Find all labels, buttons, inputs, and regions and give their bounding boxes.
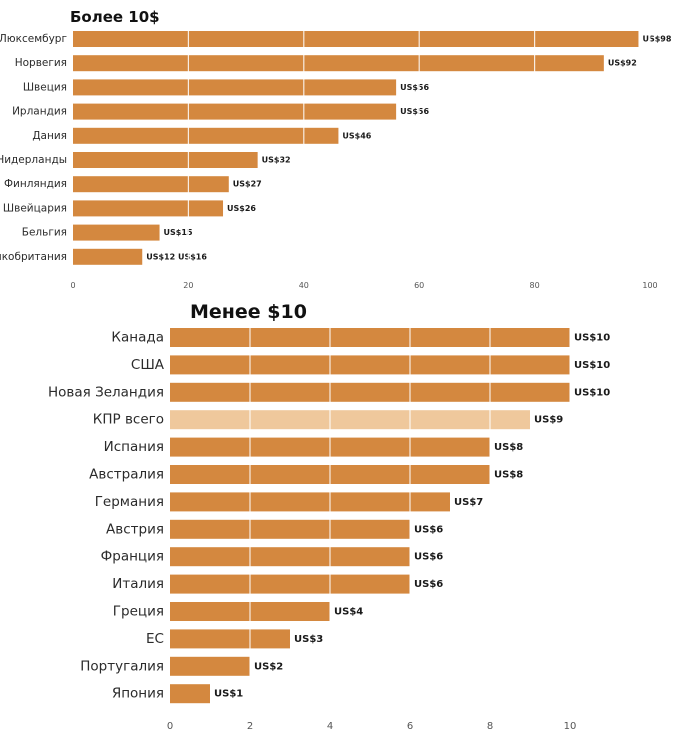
- bar-2: [170, 355, 570, 375]
- bar-2: [73, 55, 604, 72]
- bar-7: [73, 176, 229, 193]
- category-label: Франция: [101, 549, 164, 565]
- value-label: US$10: [574, 333, 610, 344]
- category-label: Люксембург: [0, 33, 67, 45]
- value-label: US$7: [454, 497, 483, 508]
- value-label: US$56: [400, 83, 429, 92]
- x-tick-label: 6: [407, 721, 413, 732]
- bar-3: [170, 382, 570, 402]
- bar-8: [170, 519, 410, 539]
- bar-12: [170, 629, 290, 649]
- value-label: US$46: [342, 131, 371, 140]
- chart-title: Более 10$: [70, 8, 160, 26]
- x-tick-label: 2: [247, 721, 253, 732]
- category-label: КПР всего: [93, 412, 164, 428]
- category-label: Япония: [112, 686, 164, 702]
- value-label: US$3: [294, 634, 323, 645]
- x-tick-label: 80: [530, 281, 540, 290]
- value-label: US$15: [164, 228, 193, 237]
- category-label: ЕС: [146, 631, 164, 647]
- bar-10: [73, 248, 143, 265]
- bar-7: [170, 492, 450, 512]
- bar-9: [73, 224, 160, 241]
- value-label: US$9: [534, 415, 563, 426]
- bar-3: [73, 79, 397, 96]
- category-label: Нидерланды: [0, 154, 67, 166]
- category-label: Греция: [113, 604, 164, 620]
- x-tick-label: 0: [167, 721, 173, 732]
- x-tick-label: 20: [183, 281, 193, 290]
- value-label: US$2: [254, 661, 283, 672]
- value-label: US$32: [262, 156, 291, 165]
- bar-4: [73, 103, 397, 120]
- category-label: Дания: [32, 130, 67, 142]
- category-label: Канада: [111, 330, 164, 346]
- category-label: Австралия: [89, 467, 164, 483]
- bar-5: [73, 127, 339, 144]
- category-label: Швеция: [23, 81, 67, 93]
- category-label: Норвегия: [15, 57, 67, 69]
- bar-14: [170, 684, 210, 704]
- bar-4: [170, 410, 530, 430]
- value-label: US$12 US$16: [146, 252, 207, 261]
- value-label: US$98: [642, 35, 671, 44]
- category-label: Италия: [112, 576, 164, 592]
- value-label: US$4: [334, 607, 363, 618]
- x-tick-label: 8: [487, 721, 493, 732]
- category-label: Новая Зеландия: [48, 384, 164, 400]
- value-label: US$8: [494, 442, 523, 453]
- x-tick-label: 40: [299, 281, 309, 290]
- category-label: Португалия: [80, 658, 164, 674]
- category-label: Австрия: [106, 521, 164, 537]
- x-tick-label: 100: [642, 281, 657, 290]
- bar-6: [73, 152, 258, 168]
- value-label: US$56: [400, 107, 429, 116]
- bar-1: [170, 328, 570, 347]
- bar-13: [170, 656, 250, 676]
- category-label: Швейцария: [3, 202, 67, 214]
- value-label: US$27: [233, 180, 262, 189]
- category-label: Великобритания: [0, 251, 67, 263]
- bar-9: [170, 547, 410, 567]
- category-label: Испания: [104, 439, 164, 455]
- x-tick-label: 0: [70, 281, 75, 290]
- value-label: US$6: [414, 579, 443, 590]
- x-tick-label: 10: [564, 721, 577, 732]
- chart-1: Более 10$Люксембург US$98 Норвегия US$92 Шве…: [0, 8, 672, 290]
- value-label: US$26: [227, 204, 256, 213]
- category-label: Финляндия: [4, 178, 67, 190]
- value-label: US$1: [214, 689, 243, 700]
- category-label: Ирландия: [12, 106, 67, 118]
- value-label: US$92: [608, 59, 637, 68]
- category-label: Бельгия: [22, 227, 67, 239]
- x-tick-label: 4: [327, 721, 333, 732]
- bar-1: [73, 31, 639, 47]
- value-label: US$6: [414, 524, 443, 535]
- value-label: US$8: [494, 470, 523, 481]
- category-label: США: [131, 357, 165, 373]
- bar-10: [170, 574, 410, 594]
- chart-title: Менее $10: [190, 301, 307, 323]
- x-tick-label: 60: [414, 281, 424, 290]
- bar-8: [73, 200, 224, 217]
- value-label: US$10: [574, 360, 610, 371]
- value-label: US$6: [414, 552, 443, 563]
- category-label: Германия: [95, 494, 164, 510]
- value-label: US$10: [574, 387, 610, 398]
